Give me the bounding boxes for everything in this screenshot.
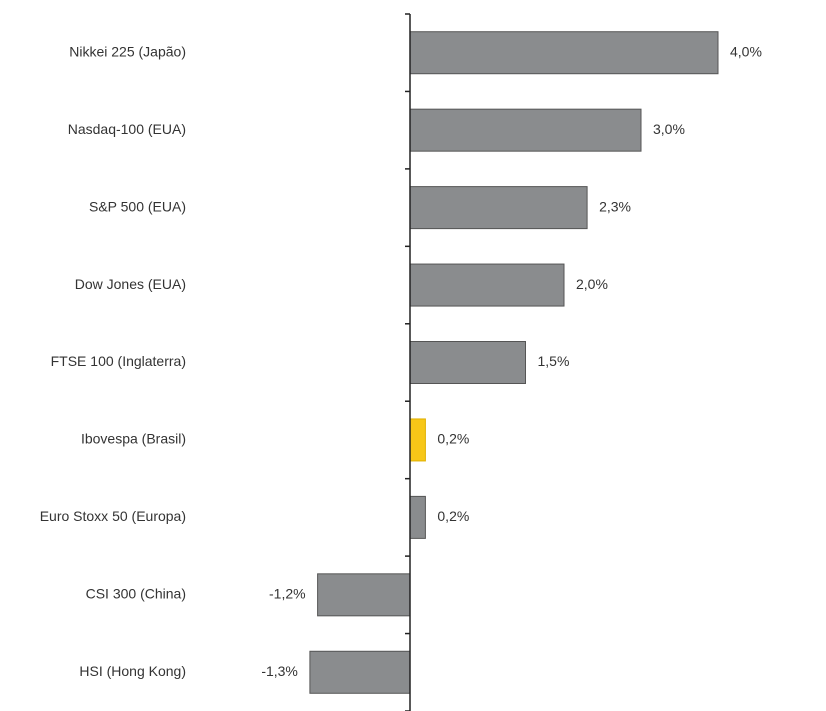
value-label: -1,3% bbox=[261, 663, 298, 679]
value-label: 2,0% bbox=[576, 276, 608, 292]
category-label: S&P 500 (EUA) bbox=[89, 198, 186, 214]
bar bbox=[409, 108, 642, 152]
bar bbox=[409, 186, 588, 230]
value-label: -1,2% bbox=[269, 586, 306, 602]
category-label: Nasdaq-100 (EUA) bbox=[68, 121, 186, 137]
value-label: 1,5% bbox=[538, 353, 570, 369]
value-label: 4,0% bbox=[730, 43, 762, 59]
value-label: 3,0% bbox=[653, 121, 685, 137]
value-label: 0,2% bbox=[437, 431, 469, 447]
bar bbox=[409, 31, 719, 75]
bar bbox=[409, 418, 426, 462]
category-label: Dow Jones (EUA) bbox=[75, 276, 186, 292]
value-label: 0,2% bbox=[437, 508, 469, 524]
category-label: Ibovespa (Brasil) bbox=[81, 431, 186, 447]
value-label: 2,3% bbox=[599, 198, 631, 214]
bar bbox=[409, 263, 565, 307]
category-label: HSI (Hong Kong) bbox=[79, 663, 186, 679]
bar bbox=[309, 650, 411, 694]
category-label: FTSE 100 (Inglaterra) bbox=[51, 353, 186, 369]
bar bbox=[409, 341, 526, 384]
category-label: Euro Stoxx 50 (Europa) bbox=[40, 508, 186, 524]
category-label: Nikkei 225 (Japão) bbox=[69, 43, 186, 59]
bar bbox=[317, 573, 411, 617]
bar bbox=[409, 495, 426, 539]
category-label: CSI 300 (China) bbox=[86, 586, 186, 602]
